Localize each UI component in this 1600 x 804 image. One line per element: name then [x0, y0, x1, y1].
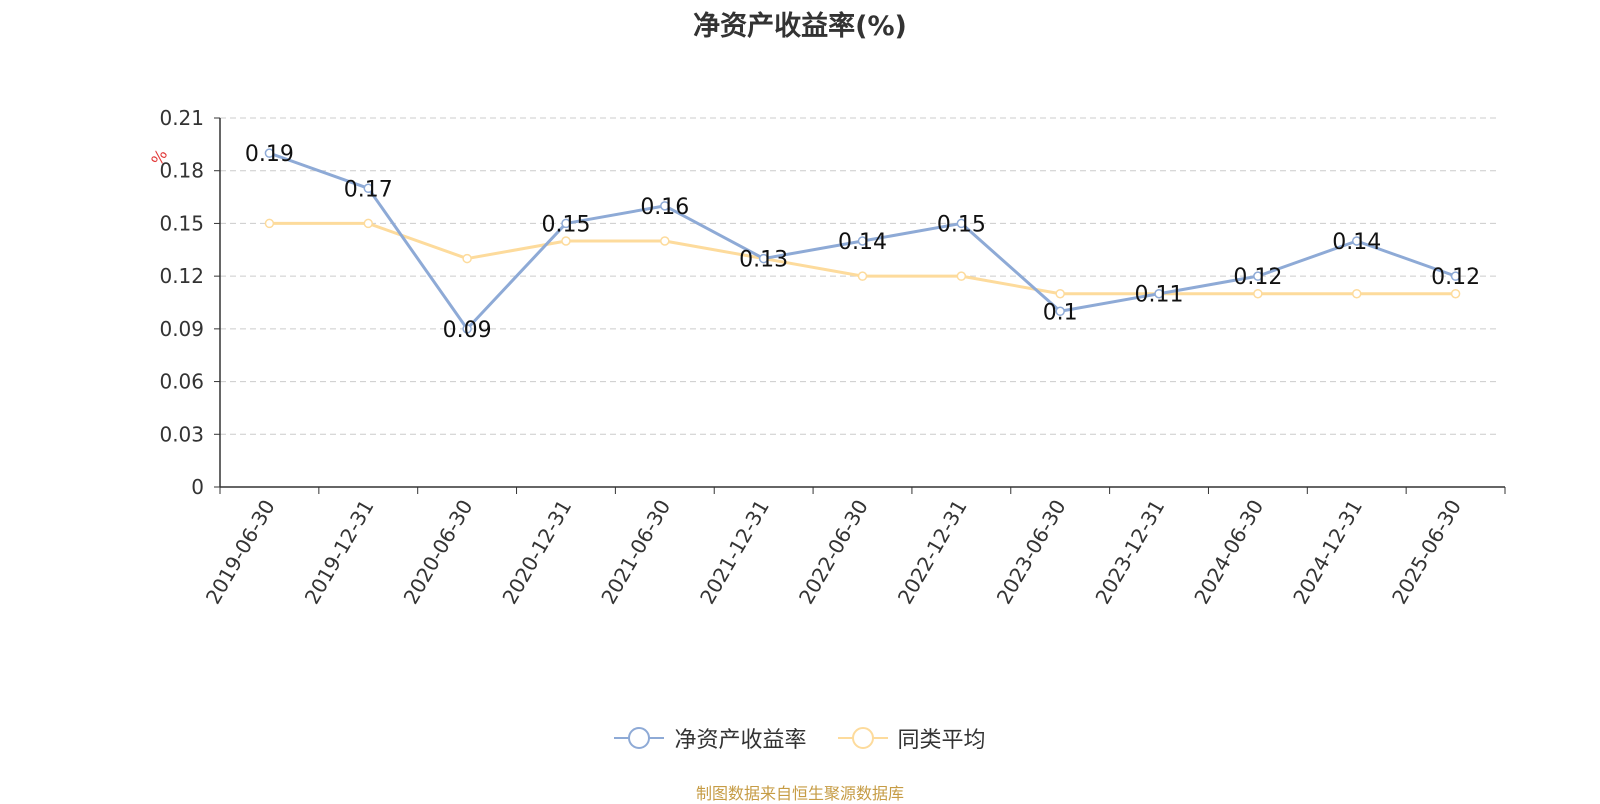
x-tick-label: 2021-12-31 — [695, 496, 774, 609]
source-note: 制图数据来自恒生聚源数据库 — [695, 784, 904, 803]
data-point-series-2 — [660, 236, 670, 246]
y-tick-label: 0.15 — [159, 211, 204, 235]
grid-lines — [220, 117, 1497, 435]
y-tick-label: 0 — [191, 475, 204, 499]
y-tick-label: 0.18 — [159, 159, 204, 183]
x-tick-label: 2019-06-30 — [201, 496, 280, 609]
y-tick-label: 0.03 — [159, 422, 204, 446]
data-label: 0.17 — [344, 177, 393, 202]
data-point-series-2 — [462, 253, 472, 264]
data-point-series-2 — [561, 236, 571, 246]
data-label: 0.15 — [937, 212, 986, 237]
data-point-series-2 — [1351, 288, 1362, 299]
legend-label-series-1: 净资产收益率 — [674, 728, 807, 753]
legend: 净资产收益率 同类平均 — [0, 722, 1600, 757]
data-point-series-1 — [758, 253, 769, 264]
legend-label-series-2: 同类平均 — [897, 728, 986, 753]
x-tick-label: 2024-06-30 — [1189, 496, 1268, 609]
data-point-series-2 — [1450, 288, 1461, 299]
data-label: 0.15 — [541, 212, 590, 237]
legend-item-series-2[interactable]: 同类平均 — [837, 722, 986, 754]
data-label: 0.12 — [1431, 265, 1480, 290]
data-point-series-1 — [264, 148, 275, 158]
data-point-series-2 — [1055, 288, 1065, 299]
x-tick-label: 2020-06-30 — [399, 496, 478, 609]
y-tick-label: 0.09 — [159, 317, 204, 341]
data-point-series-1 — [956, 218, 967, 229]
legend-item-series-1[interactable]: 净资产收益率 — [614, 722, 807, 754]
data-point-series-2 — [363, 218, 374, 229]
x-tick-label: 2023-12-31 — [1090, 496, 1169, 609]
data-point-series-1 — [363, 183, 374, 194]
data-point-series-2 — [857, 271, 868, 281]
data-label: 0.19 — [245, 142, 294, 167]
data-label: 0.14 — [838, 230, 887, 255]
legend-series-1-icon — [614, 727, 665, 749]
y-tick-label: 0.06 — [159, 370, 204, 394]
x-tick-label: 2025-06-30 — [1387, 496, 1466, 609]
data-point-series-1 — [1154, 288, 1164, 299]
x-tick-label: 2023-06-30 — [992, 496, 1071, 609]
x-tick-label: 2024-12-31 — [1288, 496, 1367, 609]
legend-series-2-icon — [837, 727, 888, 749]
x-tick-label: 2021-06-30 — [596, 496, 675, 609]
y-tick-label: 0.12 — [159, 264, 204, 288]
x-tick-label: 2020-12-31 — [497, 496, 576, 609]
data-point-series-1 — [462, 324, 472, 334]
data-label: 0.1 — [1043, 300, 1078, 325]
data-label: 0.11 — [1135, 283, 1184, 308]
data-point-series-1 — [1450, 271, 1461, 281]
data-label: 0.14 — [1332, 230, 1381, 255]
x-tick-label: 2022-06-30 — [794, 496, 873, 609]
data-label: 0.16 — [640, 195, 689, 220]
y-tick-label: 0.21 — [159, 106, 204, 130]
data-point-series-1 — [660, 201, 670, 211]
data-label: 0.12 — [1233, 265, 1282, 290]
data-point-series-1 — [1055, 306, 1065, 317]
data-point-series-2 — [264, 218, 275, 229]
data-point-series-1 — [561, 218, 571, 229]
data-point-series-2 — [1253, 288, 1263, 299]
chart-title: 净资产收益率(%) — [693, 11, 907, 42]
x-tick-label: 2019-12-31 — [300, 496, 379, 609]
data-point-series-1 — [857, 236, 868, 246]
data-labels: 0.19 0.17 0.09 0.15 0.16 0.13 0.14 0.15 0.1 0.11 0… — [245, 142, 1480, 343]
data-point-series-2 — [956, 271, 967, 281]
series-lines — [264, 148, 1461, 334]
data-point-series-1 — [1253, 271, 1263, 281]
x-tick-label: 2022-12-31 — [893, 496, 972, 609]
data-label: 0.13 — [739, 248, 788, 273]
data-label: 0.09 — [443, 318, 492, 343]
data-point-series-1 — [1351, 236, 1362, 246]
